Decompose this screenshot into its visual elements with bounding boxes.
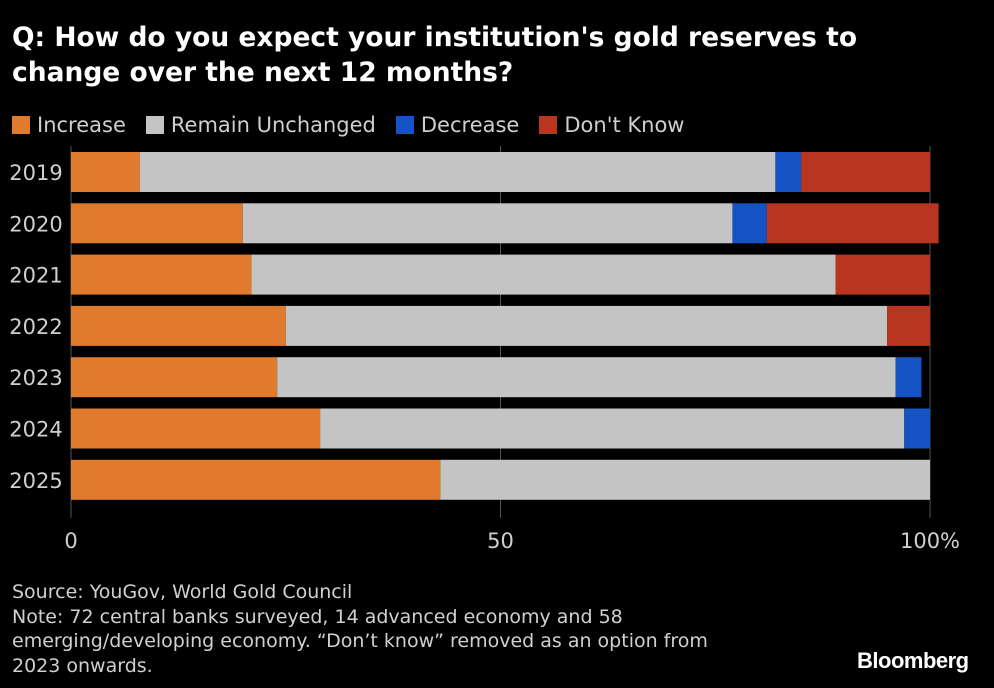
- bar-2019-don-t-know: [801, 152, 930, 192]
- bar-2023-decrease: [895, 357, 922, 398]
- bar-2022-remain-unchanged: [285, 305, 888, 346]
- bar-2020-increase: [71, 203, 243, 244]
- legend-label-remain-unchanged: Remain Unchanged: [170, 113, 376, 137]
- note-line-2: emerging/developing economy. “Don’t know…: [12, 630, 708, 652]
- bar-2021-increase: [71, 254, 252, 295]
- bar-2019-increase: [71, 152, 140, 192]
- bar-2022-don-t-know: [887, 305, 930, 346]
- category-label-2023: 2023: [9, 366, 62, 390]
- legend-swatch-decrease: [395, 116, 414, 134]
- bar-2024-decrease: [904, 408, 930, 449]
- bar-2020-don-t-know: [766, 203, 939, 244]
- category-label-2024: 2024: [9, 418, 62, 442]
- legend-label-increase: Increase: [37, 113, 126, 137]
- category-label-2020: 2020: [9, 212, 62, 236]
- footer: Source: YouGov, World Gold Council Note:…: [12, 580, 832, 678]
- bar-2020-decrease: [732, 203, 767, 244]
- source-note: Source: YouGov, World Gold Council: [12, 581, 353, 603]
- note-line-1: Note: 72 central banks surveyed, 14 adva…: [12, 605, 623, 628]
- bar-2025-increase: [71, 459, 441, 500]
- bloomberg-logo: Bloomberg: [857, 648, 969, 673]
- legend-swatch-dont-know: [539, 116, 558, 134]
- legend-item-remain-unchanged: Remain Unchanged: [145, 113, 376, 137]
- x-tick-label-50: 50: [487, 529, 514, 553]
- legend: Increase Remain Unchanged Decrease Don't…: [12, 111, 704, 139]
- stacked-bar-chart: 2019 2020 2021 2022 2023 2024 2025 0 50 100%: [9, 146, 960, 553]
- legend-item-increase: Increase: [12, 113, 126, 137]
- category-label-2021: 2021: [9, 264, 62, 288]
- bar-2024-remain-unchanged: [320, 408, 905, 449]
- legend-swatch-remain-unchanged: [145, 116, 164, 134]
- legend-item-decrease: Decrease: [395, 113, 520, 137]
- bar-2021-don-t-know: [835, 254, 930, 295]
- bar-2020-remain-unchanged: [242, 203, 733, 244]
- bar-2019-remain-unchanged: [139, 152, 776, 192]
- chart-title: Q: How do you expect your institution's …: [12, 22, 858, 88]
- category-label-2025: 2025: [9, 469, 62, 493]
- note-line-3: 2023 onwards.: [12, 654, 153, 677]
- bar-2023-increase: [71, 357, 278, 398]
- x-tick-label-100: 100%: [900, 529, 960, 553]
- bar-2021-remain-unchanged: [251, 254, 836, 295]
- category-label-2022: 2022: [9, 315, 62, 339]
- legend-label-dont-know: Don't Know: [564, 113, 685, 137]
- category-label-2019: 2019: [9, 161, 62, 185]
- bar-2025-remain-unchanged: [440, 459, 930, 500]
- bar-2023-remain-unchanged: [277, 357, 896, 398]
- bar-2019-decrease: [775, 152, 802, 192]
- bar-2024-increase: [71, 408, 321, 449]
- bar-2022-increase: [71, 305, 286, 346]
- x-tick-label-0: 0: [64, 529, 77, 553]
- legend-label-decrease: Decrease: [420, 113, 520, 137]
- legend-swatch-increase: [12, 116, 30, 134]
- legend-item-dont-know: Don't Know: [539, 113, 684, 137]
